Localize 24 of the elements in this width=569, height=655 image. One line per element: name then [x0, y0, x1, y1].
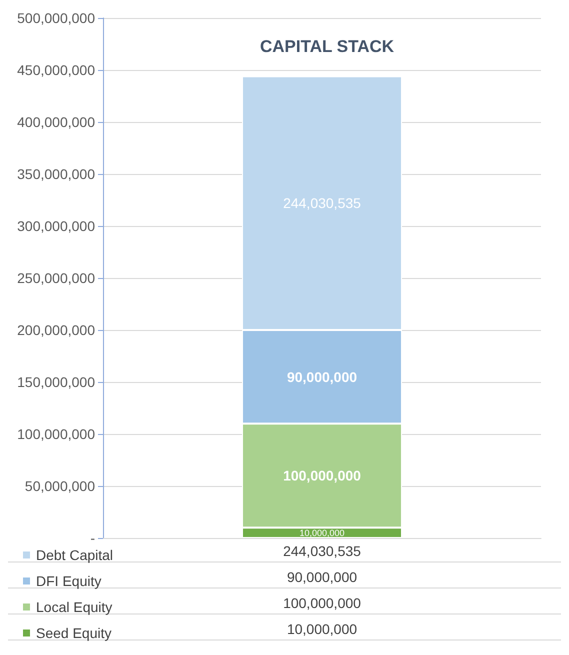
y-tick-label: 150,000,000	[17, 374, 96, 390]
y-tick-label: 100,000,000	[17, 426, 96, 442]
data-label: 10,000,000	[299, 528, 345, 538]
text: CAPITAL STACK	[260, 37, 395, 56]
y-tick-label: 350,000,000	[17, 166, 96, 182]
y-tick-label: 450,000,000	[17, 62, 96, 78]
legend-label: Debt Capital	[36, 547, 114, 563]
text: 90,000,000	[286, 569, 358, 585]
y-tick-label: 500,000,000	[17, 10, 96, 26]
y-tick-label: 50,000,000	[24, 478, 96, 494]
text: 100,000,000	[283, 595, 361, 611]
y-tick-label: 250,000,000	[17, 270, 96, 286]
y-tick-label: -	[90, 530, 96, 546]
data-label: 244,030,535	[283, 195, 362, 212]
y-tick-label: 300,000,000	[17, 218, 96, 234]
y-tick-label: 400,000,000	[17, 114, 96, 130]
legend-label: Seed Equity	[36, 625, 112, 641]
y-tick-label: 200,000,000	[17, 322, 96, 338]
data-label: 90,000,000	[286, 368, 358, 385]
text: 244,030,535	[283, 543, 361, 559]
text: 10,000,000	[286, 621, 358, 637]
data-label: 100,000,000	[283, 468, 362, 484]
legend-label: DFI Equity	[36, 573, 102, 589]
legend-label: Local Equity	[36, 599, 112, 615]
